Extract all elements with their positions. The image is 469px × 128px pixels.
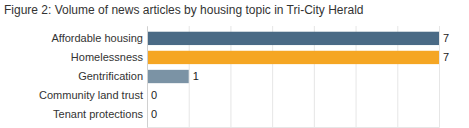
bar — [147, 70, 189, 83]
y-tick: Homelessness — [71, 51, 144, 63]
y-tick: Tenant protections — [53, 108, 143, 120]
bar — [147, 32, 439, 45]
y-tick: Gentrification — [78, 70, 143, 82]
data-label: 7 — [443, 51, 449, 63]
data-label: 7 — [443, 32, 449, 44]
data-labels: 7 7 1 0 0 — [151, 32, 449, 120]
x-tick — [439, 26, 440, 127]
grid-line — [439, 26, 440, 127]
bar — [147, 51, 439, 64]
x-tick — [147, 26, 148, 127]
data-label: 1 — [193, 70, 199, 82]
y-tick-label: Affordable housing — [51, 32, 143, 44]
data-label: 0 — [151, 89, 157, 101]
grid-line — [147, 26, 148, 127]
y-tick: Community land trust — [39, 89, 143, 101]
bars — [147, 32, 439, 83]
y-axis-line — [147, 27, 148, 128]
plot: Affordable housing Homelessness Gentrifica… — [39, 26, 449, 128]
y-tick-label: Homelessness — [71, 51, 144, 63]
y-tick-label: Tenant protections — [53, 108, 143, 120]
y-axis: Affordable housing Homelessness Gentrifica… — [39, 27, 147, 128]
y-tick: Affordable housing — [51, 32, 143, 44]
y-tick-label: Gentrification — [78, 70, 143, 82]
title: Figure 2: Volume of news articles by hou… — [4, 3, 364, 17]
x-grid — [148, 26, 440, 128]
y-tick-label: Community land trust — [39, 89, 143, 101]
x-axis-line — [148, 26, 440, 128]
data-label: 0 — [151, 108, 157, 120]
chart: Figure 2: Volume of news articles by hou… — [0, 0, 469, 128]
